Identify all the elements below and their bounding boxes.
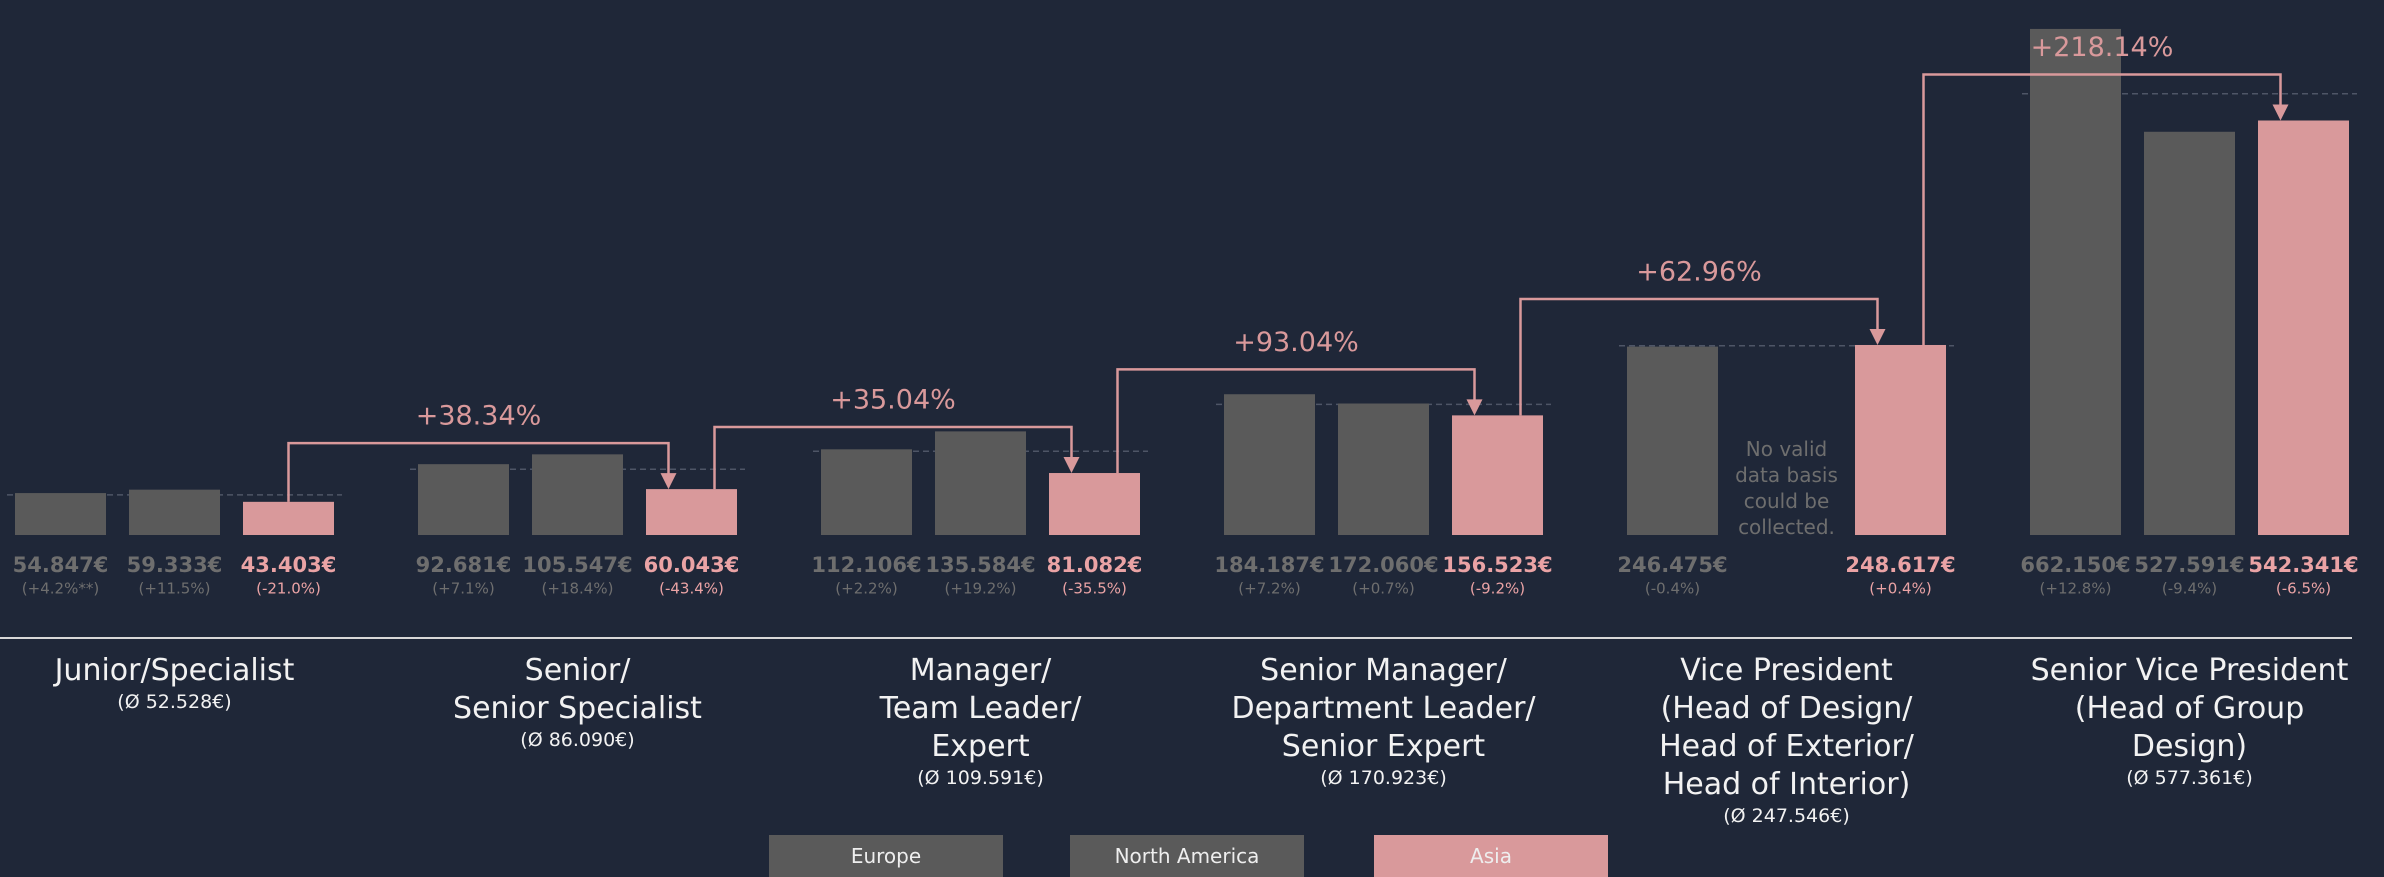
value-label: 172.060€ (1328, 553, 1438, 577)
value-note: (+4.2%**) (22, 580, 99, 598)
average-label: (Ø 86.090€) (520, 729, 635, 751)
bar (15, 493, 106, 535)
average-label: (Ø 247.546€) (1723, 805, 1850, 827)
value-label: 59.333€ (127, 553, 223, 577)
bar (2030, 28, 2121, 535)
value-note: (+2.2%) (835, 580, 897, 598)
bar (935, 431, 1026, 535)
arrow-head (1466, 399, 1483, 416)
missing-note: No valid data basis could be collected. (1735, 437, 1838, 539)
arrow-head (660, 473, 677, 490)
category-name: Junior/Specialist (54, 653, 295, 688)
arrow (713, 425, 1073, 490)
value-note: (-6.5%) (2276, 580, 2331, 598)
increase-label: +35.04% (830, 385, 956, 416)
arrow (1116, 368, 1476, 474)
bar (1049, 473, 1140, 535)
value-label: 248.617€ (1845, 553, 1955, 577)
value-note: (+0.4%) (1869, 580, 1931, 598)
arrow (1922, 73, 2282, 345)
average-label: (Ø 109.591€) (917, 767, 1044, 789)
average-label: (Ø 52.528€) (117, 691, 232, 713)
legend-item: North America (1070, 835, 1304, 877)
category-name: Senior Vice President (Head of Group Des… (2030, 653, 2349, 764)
value-label: 542.341€ (2248, 553, 2358, 577)
category-label: Senior Manager/ Department Leader/ Senio… (1174, 652, 1594, 790)
increase-label: +62.96% (1636, 256, 1762, 287)
arrow-head (1063, 457, 1080, 474)
value-label: 662.150€ (2020, 553, 2130, 577)
bar (2144, 131, 2235, 536)
category-label: Vice President (Head of Design/ Head of … (1577, 652, 1997, 828)
value-note: (-43.4%) (659, 580, 724, 598)
bar (2258, 120, 2349, 535)
bar (243, 501, 334, 535)
value-note: (+18.4%) (542, 580, 614, 598)
value-note: (-21.0%) (256, 580, 321, 598)
category-label: Junior/Specialist (Ø 52.528€) (0, 652, 385, 714)
value-label: 105.547€ (522, 553, 632, 577)
value-note: (-35.5%) (1062, 580, 1127, 598)
category-label: Senior Vice President (Head of Group Des… (1980, 652, 2384, 790)
category-name: Senior Manager/ Department Leader/ Senio… (1231, 653, 1536, 764)
value-label: 156.523€ (1442, 553, 1552, 577)
value-label: 112.106€ (811, 553, 921, 577)
increase-label: +38.34% (416, 401, 542, 432)
value-label: 527.591€ (2134, 553, 2244, 577)
bar (821, 449, 912, 535)
value-note: (+19.2%) (945, 580, 1017, 598)
arrow-head (1869, 328, 1886, 345)
average-label: (Ø 170.923€) (1320, 767, 1447, 789)
bar (1338, 403, 1429, 535)
bar (1452, 415, 1543, 535)
value-note: (+11.5%) (139, 580, 211, 598)
increase-label: +93.04% (1233, 327, 1359, 358)
bar (1224, 394, 1315, 535)
category-name: Senior/ Senior Specialist (453, 653, 702, 726)
value-label: 43.403€ (241, 553, 337, 577)
bar (1627, 346, 1718, 535)
average-label: (Ø 577.361€) (2126, 767, 2253, 789)
category-name: Manager/ Team Leader/ Expert (879, 653, 1082, 764)
arrow (287, 441, 670, 502)
value-label: 184.187€ (1214, 553, 1324, 577)
value-note: (-9.2%) (1470, 580, 1525, 598)
value-label: 92.681€ (416, 553, 512, 577)
category-label: Manager/ Team Leader/ Expert (Ø 109.591€) (771, 652, 1191, 790)
legend-item: Asia (1374, 835, 1608, 877)
bar (129, 489, 220, 535)
bar (1855, 344, 1946, 535)
arrow-head (2272, 104, 2289, 121)
value-note: (-9.4%) (2162, 580, 2217, 598)
arrow (1519, 297, 1879, 416)
bar (532, 454, 623, 535)
value-note: (+0.7%) (1352, 580, 1414, 598)
bar (646, 489, 737, 535)
increase-label: +218.14% (2031, 32, 2174, 63)
value-note: (-0.4%) (1645, 580, 1700, 598)
value-label: 54.847€ (13, 553, 109, 577)
bar (418, 464, 509, 535)
value-note: (+7.2%) (1238, 580, 1300, 598)
value-label: 60.043€ (644, 553, 740, 577)
category-name: Vice President (Head of Design/ Head of … (1659, 653, 1914, 802)
value-label: 135.584€ (925, 553, 1035, 577)
value-label: 81.082€ (1047, 553, 1143, 577)
value-label: 246.475€ (1617, 553, 1727, 577)
value-note: (+12.8%) (2040, 580, 2112, 598)
legend-item: Europe (769, 835, 1003, 877)
category-label: Senior/ Senior Specialist (Ø 86.090€) (368, 652, 788, 752)
value-note: (+7.1%) (432, 580, 494, 598)
